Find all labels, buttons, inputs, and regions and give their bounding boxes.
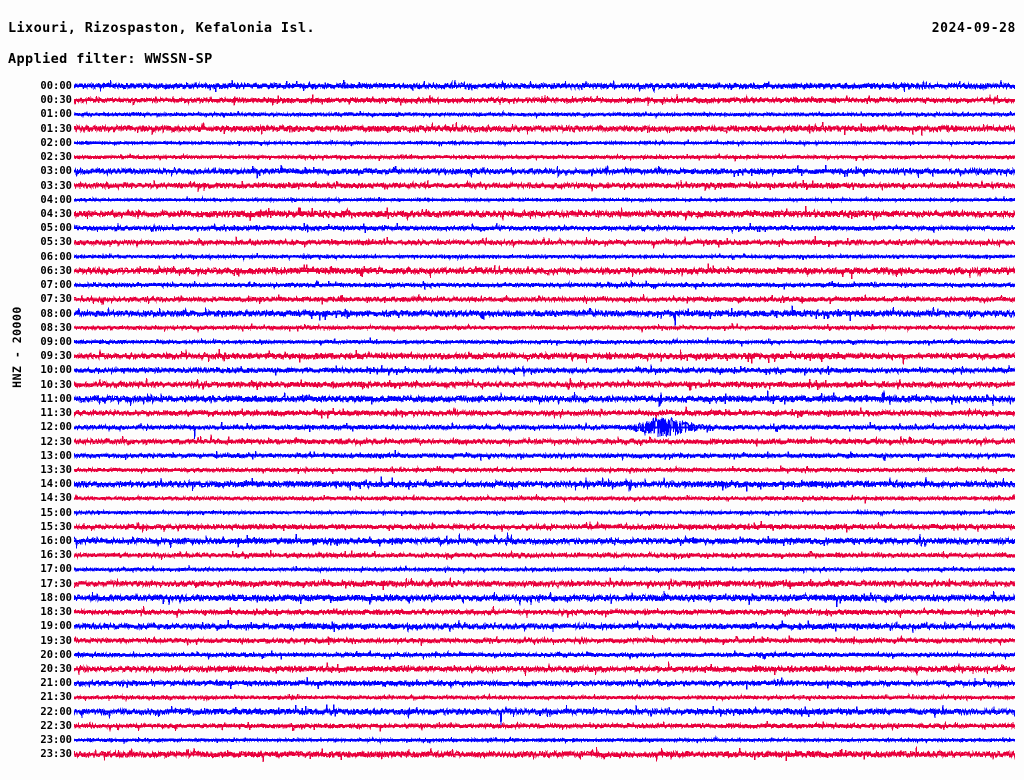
time-tick-label: 09:00 bbox=[40, 335, 72, 348]
seismogram-trace bbox=[74, 550, 1015, 561]
seismogram-trace bbox=[74, 364, 1015, 377]
seismogram-trace bbox=[74, 635, 1015, 647]
time-tick-label: 20:30 bbox=[40, 663, 72, 676]
seismogram-trace bbox=[74, 263, 1015, 279]
time-tick-label: 17:30 bbox=[40, 577, 72, 590]
time-tick-label: 15:00 bbox=[40, 506, 72, 519]
time-tick-label: 08:30 bbox=[40, 321, 72, 334]
seismogram-traces bbox=[74, 78, 1015, 778]
time-tick-label: 11:00 bbox=[40, 392, 72, 405]
time-tick-label: 10:00 bbox=[40, 364, 72, 377]
time-tick-label: 21:30 bbox=[40, 691, 72, 704]
time-tick-label: 02:00 bbox=[40, 136, 72, 149]
time-tick-label: 03:00 bbox=[40, 165, 72, 178]
seismogram-trace bbox=[74, 591, 1015, 608]
time-tick-label: 04:00 bbox=[40, 193, 72, 206]
time-tick-label: 06:30 bbox=[40, 264, 72, 277]
time-tick-label: 01:30 bbox=[40, 122, 72, 135]
time-tick-label: 18:00 bbox=[40, 591, 72, 604]
time-tick-label: 22:30 bbox=[40, 719, 72, 732]
time-tick-label: 07:30 bbox=[40, 293, 72, 306]
time-tick-label: 12:30 bbox=[40, 435, 72, 448]
seismogram-trace bbox=[74, 205, 1015, 221]
time-tick-label: 01:00 bbox=[40, 108, 72, 121]
seismogram-trace bbox=[74, 577, 1015, 590]
time-tick-label: 22:00 bbox=[40, 705, 72, 718]
time-tick-label: 21:00 bbox=[40, 677, 72, 690]
seismogram-trace bbox=[74, 377, 1015, 391]
time-tick-label: 18:30 bbox=[40, 606, 72, 619]
seismogram-trace bbox=[74, 390, 1015, 407]
time-tick-label: 03:30 bbox=[40, 179, 72, 192]
applied-filter-label: Applied filter: WWSSN-SP bbox=[8, 51, 213, 67]
time-tick-label: 06:00 bbox=[40, 250, 72, 263]
time-tick-label: 04:30 bbox=[40, 207, 72, 220]
time-tick-label: 17:00 bbox=[40, 563, 72, 576]
time-tick-label: 20:00 bbox=[40, 648, 72, 661]
time-tick-label: 13:00 bbox=[40, 449, 72, 462]
time-tick-label: 19:00 bbox=[40, 620, 72, 633]
time-tick-label: 12:00 bbox=[40, 421, 72, 434]
time-tick-label: 15:30 bbox=[40, 520, 72, 533]
time-tick-label: 00:00 bbox=[40, 80, 72, 92]
page-title: Lixouri, Rizospaston, Kefalonia Isl. bbox=[8, 20, 315, 36]
recording-date: 2024-09-28 bbox=[931, 21, 1016, 36]
time-tick-label: 23:30 bbox=[40, 748, 72, 761]
time-tick-label: 14:00 bbox=[40, 478, 72, 491]
seismogram-trace bbox=[74, 476, 1015, 492]
time-tick-label: 11:30 bbox=[40, 407, 72, 420]
seismogram-trace bbox=[74, 704, 1015, 728]
time-tick-label: 09:30 bbox=[40, 350, 72, 363]
time-tick-label: 19:30 bbox=[40, 634, 72, 647]
time-tick-label: 05:30 bbox=[40, 236, 72, 249]
time-tick-label: 13:30 bbox=[40, 463, 72, 476]
time-tick-label: 02:30 bbox=[40, 151, 72, 164]
time-tick-label: 23:00 bbox=[40, 734, 72, 747]
time-tick-label: 00:30 bbox=[40, 94, 72, 107]
time-tick-label: 05:00 bbox=[40, 222, 72, 235]
time-axis-labels: 00:00 00:30 01:00 01:30 02:00 02:30 03:00 03:30… bbox=[10, 78, 72, 778]
seismogram-trace bbox=[74, 305, 1015, 329]
time-tick-label: 16:30 bbox=[40, 549, 72, 562]
time-tick-label: 07:00 bbox=[40, 279, 72, 292]
time-tick-label: 08:00 bbox=[40, 307, 72, 320]
time-tick-label: 14:30 bbox=[40, 492, 72, 505]
seismogram-trace bbox=[74, 661, 1015, 676]
time-tick-label: 16:00 bbox=[40, 535, 72, 548]
time-tick-label: 10:30 bbox=[40, 378, 72, 391]
seismogram-trace bbox=[74, 493, 1015, 504]
